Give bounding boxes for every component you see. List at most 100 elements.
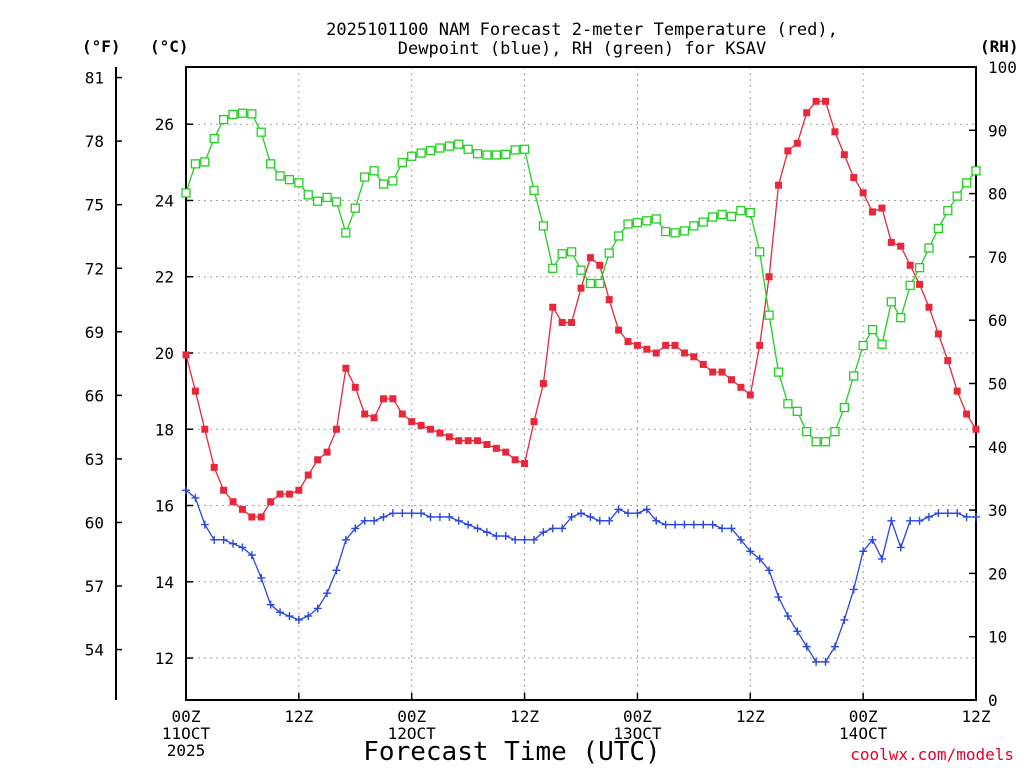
rh-data-point: [736, 206, 746, 216]
rh-tick-label: 0: [988, 691, 998, 710]
dewpoint-data-point: [341, 535, 350, 544]
dewpoint-data-point: [877, 554, 886, 563]
temperature-data-point: [257, 513, 265, 521]
rh-tick-label: 50: [988, 375, 1007, 394]
temperature-data-point: [483, 441, 491, 449]
rh-data-point: [407, 151, 417, 161]
dewpoint-data-point: [482, 528, 491, 537]
celsius-tick-label: 18: [155, 420, 174, 439]
temperature-data-point: [897, 242, 905, 250]
temperature-data-point: [765, 273, 773, 281]
dewpoint-data-point: [473, 524, 482, 533]
temperature-data-point: [784, 147, 792, 155]
title-line-1: 2025101100 NAM Forecast 2-meter Temperat…: [326, 20, 838, 40]
temperature-data-point: [737, 383, 745, 391]
dewpoint-data-point: [332, 566, 341, 575]
rh-data-point: [689, 221, 699, 231]
x-axis-title: Forecast Time (UTC): [363, 737, 660, 767]
rh-unit-label: (RH): [980, 37, 1019, 56]
rh-data-point: [717, 209, 727, 220]
rh-data-point: [933, 223, 944, 234]
celsius-tick-label: 14: [155, 573, 174, 592]
rh-data-point: [783, 399, 793, 409]
rh-data-point: [914, 263, 925, 273]
dewpoint-data-point: [718, 524, 727, 533]
temperature-data-point: [417, 421, 425, 429]
rh-data-point: [830, 426, 840, 437]
celsius-tick-label: 20: [155, 344, 174, 363]
dewpoint-data-point: [896, 543, 905, 552]
temperature-data-point: [464, 437, 472, 445]
rh-data-point: [228, 109, 238, 120]
temperature-data-point: [746, 391, 754, 399]
dewpoint-data-point: [830, 642, 839, 651]
temperature-data-point: [963, 410, 971, 418]
temperature-data-point: [812, 97, 820, 105]
dewpoint-data-point: [924, 512, 933, 521]
temperature-data-point: [521, 460, 529, 468]
temperature-data-point: [492, 444, 500, 452]
temperature-data-point: [633, 341, 641, 349]
temperature-data-point: [793, 139, 801, 147]
temperature-data-point: [427, 425, 435, 433]
celsius-tick-label: 16: [155, 497, 174, 516]
dewpoint-data-point: [821, 657, 830, 666]
temperature-data-point: [342, 364, 350, 372]
temperature-data-point: [699, 360, 707, 368]
rh-data-point: [538, 221, 549, 231]
temperature-data-point: [643, 345, 651, 353]
dewpoint-data-point: [304, 612, 313, 621]
dewpoint-data-point: [558, 524, 567, 533]
temperature-data-point: [380, 395, 387, 403]
temperature-data-point: [332, 425, 340, 433]
dewpoint-data-point: [426, 512, 435, 521]
temperature-data-point: [840, 151, 848, 159]
dewpoint-data-point: [868, 535, 877, 544]
temperature-data-point: [201, 425, 209, 433]
dewpoint-data-point: [605, 516, 614, 525]
dewpoint-data-point: [774, 593, 783, 602]
rh-tick-label: 60: [988, 311, 1007, 330]
temperature-data-point: [756, 341, 764, 349]
dewpoint-data-point: [755, 554, 764, 563]
rh-data-point: [566, 247, 577, 257]
temperature-data-point: [690, 353, 698, 361]
rh-data-point: [350, 203, 360, 213]
temperature-data-point: [953, 387, 961, 395]
rh-data-point: [369, 166, 379, 176]
rh-data-point: [501, 149, 511, 160]
rh-tick-label: 10: [988, 628, 1007, 647]
temperature-data-point: [709, 368, 717, 376]
temperature-data-point: [314, 456, 322, 464]
rh-data-point: [519, 144, 530, 154]
celsius-unit-label: (°C): [150, 37, 189, 56]
temperature-data-point: [370, 414, 378, 422]
temperature-data-point: [652, 349, 660, 357]
rh-data-point: [839, 402, 849, 413]
rh-data-point: [708, 212, 718, 222]
axes: 54 57 60 63 66 69 72 75 78 81 12 14 16 18 20 22 24 26 0 10 2…: [85, 58, 1017, 760]
dewpoint-data-point: [529, 535, 538, 544]
dewpoint-data-point: [520, 535, 529, 544]
dewpoint-data-point: [511, 535, 520, 544]
rh-tick-label: 80: [988, 185, 1007, 204]
temperature-data-point: [445, 433, 453, 441]
celsius-tick-label: 22: [155, 268, 174, 287]
rh-data-point: [275, 171, 285, 181]
rh-data-point: [209, 133, 219, 144]
rh-data-point: [623, 219, 633, 229]
dewpoint-data-point: [238, 543, 247, 552]
dewpoint-data-point: [812, 657, 821, 666]
fahrenheit-tick-label: 66: [85, 386, 104, 405]
dewpoint-data-point: [200, 520, 209, 529]
x-tick-label: 00Z: [623, 707, 652, 726]
temperature-data-point: [568, 318, 576, 326]
temperature-data-point: [558, 318, 566, 326]
rh-data-point: [331, 197, 342, 207]
fahrenheit-tick-label: 54: [85, 641, 104, 660]
celsius-tick-label: 26: [155, 115, 174, 134]
temperature-data-point: [831, 128, 839, 136]
rh-data-point: [576, 265, 586, 275]
dewpoint-data-point: [567, 512, 576, 521]
grid-lines: [186, 67, 976, 700]
